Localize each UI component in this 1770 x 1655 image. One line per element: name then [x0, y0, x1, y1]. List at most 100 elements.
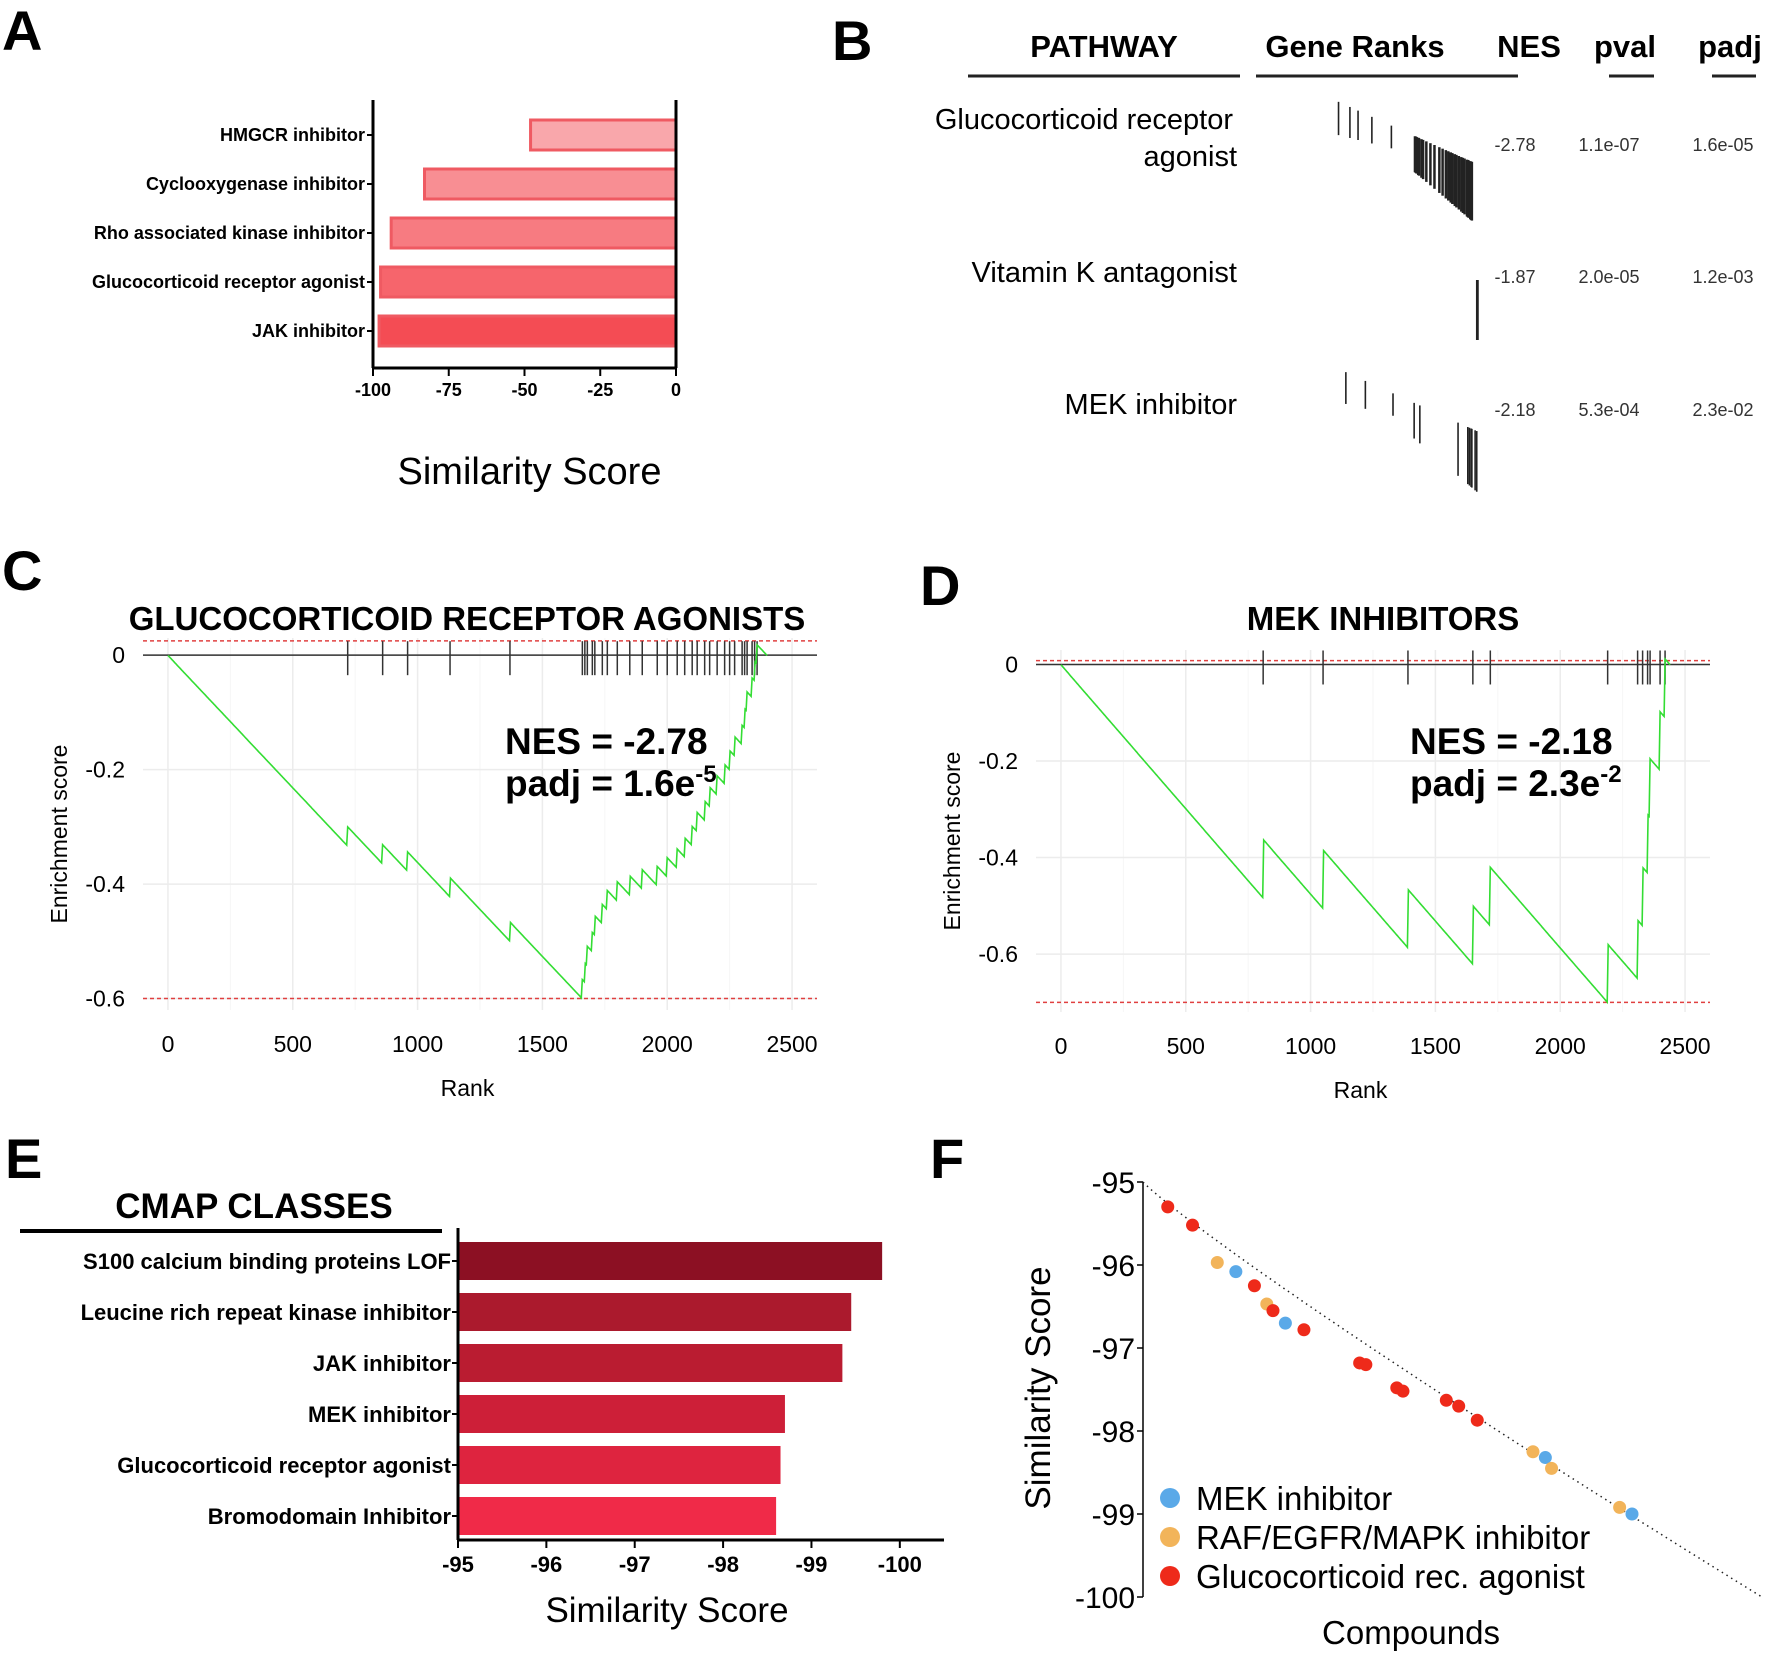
y-tick-label-2: -0.2 [978, 748, 1018, 774]
pathway-name-1: Glucocorticoid receptor [935, 104, 1234, 136]
x-tick-label-2: -96 [530, 1552, 562, 1577]
x-axis-title: Similarity Score [545, 1591, 788, 1630]
x-tick-label-1: -100 [355, 380, 391, 400]
y-tick-label-3: -0.4 [978, 845, 1018, 871]
compound-point-1 [1161, 1200, 1175, 1214]
column-header-1: PATHWAY [1030, 29, 1178, 64]
x-tick-label-1: 0 [1055, 1033, 1068, 1059]
category-label-3: JAK inhibitor [313, 1351, 452, 1376]
compound-point-5 [1247, 1279, 1261, 1293]
y-tick-label-5: -99 [1092, 1499, 1135, 1532]
bar-6 [458, 1497, 777, 1535]
padj-annotation: padj = 1.6e-5 [505, 761, 717, 804]
x-tick-label-1: 0 [162, 1031, 175, 1057]
chart-title: MEK INHIBITORS [1247, 600, 1520, 637]
padj-annotation: padj = 2.3e-2 [1410, 761, 1622, 804]
x-tick-label-2: 500 [1167, 1033, 1205, 1059]
bar-2 [458, 1293, 852, 1331]
panel-letter-e: E [5, 1127, 42, 1190]
panel-letter-b: B [832, 9, 872, 72]
compound-point-4 [1229, 1265, 1243, 1279]
pathway-name-2: Vitamin K antagonist [972, 257, 1237, 289]
category-label-4: MEK inhibitor [308, 1402, 451, 1427]
compound-point-20 [1613, 1500, 1627, 1514]
x-tick-label-6: 2500 [1659, 1033, 1710, 1059]
x-tick-label-4: 1500 [1410, 1033, 1461, 1059]
compound-point-13 [1396, 1384, 1410, 1398]
bar-1 [529, 118, 678, 152]
x-tick-label-4: 1500 [517, 1031, 568, 1057]
nes-annotation: NES = -2.78 [505, 721, 708, 762]
compound-point-17 [1526, 1445, 1540, 1459]
y-tick-label-4: -0.6 [978, 941, 1018, 967]
pathway-name-3: MEK inhibitor [1065, 389, 1238, 421]
y-tick-label-4: -0.6 [85, 986, 125, 1012]
padj-value-1: 1.6e-05 [1692, 135, 1753, 155]
column-header-3: NES [1497, 29, 1561, 64]
compound-point-15 [1452, 1399, 1466, 1413]
x-tick-label-3: 1000 [1285, 1033, 1336, 1059]
x-tick-label-4: -98 [707, 1552, 739, 1577]
panel-f-chart: -95 -96 -97 -98 -99 -100 MEK inhibitorRAF/EGFR… [1019, 1167, 1763, 1651]
category-label-6: Bromodomain Inhibitor [208, 1504, 452, 1529]
nes-value-2: -1.87 [1494, 267, 1535, 287]
compound-point-16 [1470, 1413, 1484, 1427]
bar-3 [389, 216, 678, 250]
category-label-2: Cyclooxygenase inhibitor [146, 174, 365, 194]
panel-b-table: PATHWAY Gene Ranks NES pval padj Glucocortico… [935, 29, 1762, 492]
legend-label-3: Glucocorticoid rec. agonist [1196, 1558, 1585, 1595]
panel-letter-f: F [930, 1127, 964, 1190]
y-tick-label-2: -0.2 [85, 757, 125, 783]
padj-value-2: 1.2e-03 [1692, 267, 1753, 287]
panel-e-chart: CMAP CLASSES S100 calcium binding protein… [20, 1187, 944, 1630]
legend-marker-1 [1160, 1488, 1180, 1508]
x-tick-label-5: 0 [671, 380, 681, 400]
x-tick-label-3: -97 [619, 1552, 651, 1577]
x-tick-label-4: -25 [587, 380, 613, 400]
column-header-5: padj [1698, 29, 1762, 64]
x-tick-label-5: -99 [796, 1552, 828, 1577]
legend-marker-3 [1160, 1566, 1180, 1586]
pathway-name-1-line-2: agonist [1143, 141, 1237, 173]
enrichment-curve [167, 642, 768, 1000]
bar-5 [458, 1446, 781, 1484]
category-label-5: Glucocorticoid receptor agonist [117, 1453, 451, 1478]
panel-letter-c: C [2, 539, 42, 602]
x-tick-label-5: 2000 [1535, 1033, 1586, 1059]
x-axis-title: Rank [1334, 1077, 1388, 1103]
x-axis-title: Compounds [1322, 1614, 1500, 1651]
nes-value-1: -2.78 [1494, 135, 1535, 155]
compound-point-7 [1266, 1304, 1280, 1318]
bar-3 [458, 1344, 843, 1382]
compound-point-11 [1359, 1358, 1373, 1372]
category-label-1: S100 calcium binding proteins LOF [83, 1249, 451, 1274]
bar-2 [423, 167, 678, 201]
category-label-3: Rho associated kinase inhibitor [94, 223, 365, 243]
x-tick-label-6: 2500 [766, 1031, 817, 1057]
compound-point-9 [1297, 1323, 1311, 1337]
y-tick-label-4: -98 [1092, 1416, 1135, 1449]
compound-point-8 [1278, 1316, 1292, 1330]
category-label-1: HMGCR inhibitor [220, 125, 365, 145]
x-tick-label-1: -95 [442, 1552, 474, 1577]
x-axis-title: Rank [441, 1075, 495, 1101]
x-tick-label-6: -100 [878, 1552, 922, 1577]
panel-letter-a: A [2, 0, 42, 62]
padj-value-3: 2.3e-02 [1692, 400, 1753, 420]
pval-value-3: 5.3e-04 [1578, 400, 1639, 420]
enrichment-curve [1060, 656, 1671, 1005]
category-label-5: JAK inhibitor [252, 321, 365, 341]
legend-label-2: RAF/EGFR/MAPK inhibitor [1196, 1519, 1590, 1556]
y-tick-label-1: 0 [1005, 651, 1018, 677]
y-tick-label-3: -97 [1092, 1333, 1135, 1366]
y-tick-label-1: 0 [112, 642, 125, 668]
nes-annotation: NES = -2.18 [1410, 721, 1613, 762]
column-header-4: pval [1594, 29, 1656, 64]
pval-value-1: 1.1e-07 [1578, 135, 1639, 155]
panel-d-chart: 0 500 1000 1500 2000 2500 0 -0.2 -0.4 -0.6 Rank Enr… [939, 600, 1711, 1103]
bar-4 [458, 1395, 785, 1433]
compound-point-2 [1186, 1218, 1200, 1232]
pval-value-2: 2.0e-05 [1578, 267, 1639, 287]
table-header: CMAP CLASSES [115, 1187, 392, 1226]
y-axis-title: Enrichment score [46, 745, 72, 924]
